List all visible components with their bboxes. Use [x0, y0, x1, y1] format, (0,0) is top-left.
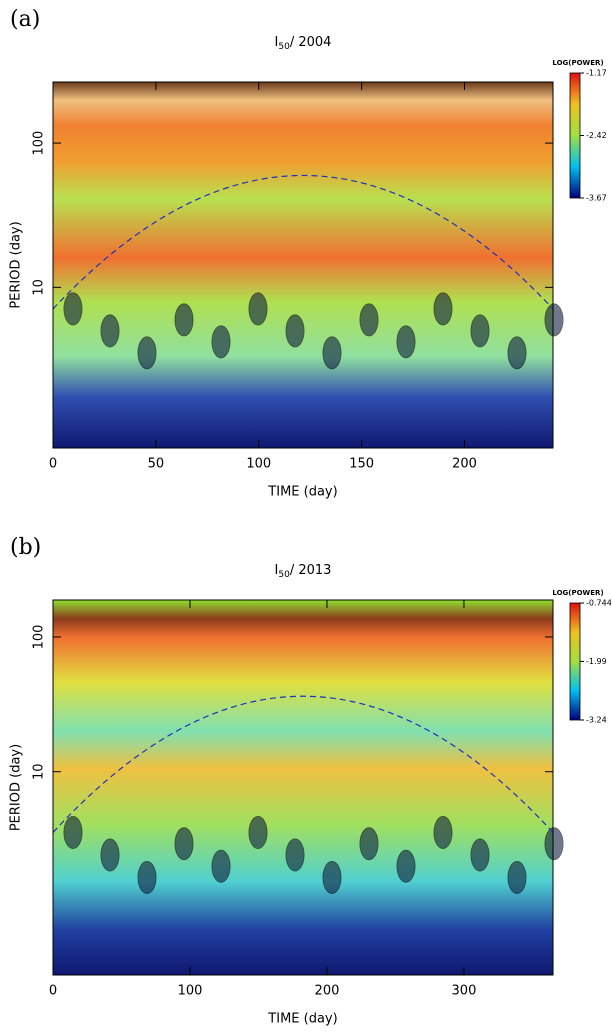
x-tick-label: 200 [452, 457, 477, 472]
heatmap [53, 82, 553, 448]
contour [359, 827, 379, 861]
title-subscript: 50 [278, 42, 290, 52]
contour [211, 849, 231, 883]
y-tick-label: 100 [32, 625, 47, 650]
contour [359, 303, 379, 337]
contour [174, 303, 194, 337]
y-tick-label: 10 [32, 763, 47, 780]
contour [248, 292, 268, 326]
contour [396, 325, 416, 359]
x-tick-label: 50 [148, 457, 165, 472]
x-axis-label: TIME (day) [267, 1012, 337, 1027]
y-axis-label: PERIOD (day) [9, 221, 24, 308]
contour [507, 336, 527, 370]
x-axis-label: TIME (day) [267, 485, 337, 500]
contour [248, 816, 268, 849]
y-tick-label: 10 [32, 279, 47, 296]
plot-frame [52, 599, 554, 976]
x-tick-label: 200 [315, 984, 340, 999]
x-tick-label: 100 [246, 457, 271, 472]
y-tick-label: 100 [32, 131, 47, 156]
title-main: I [275, 35, 279, 50]
chart-title: I50/ 2013 [275, 563, 332, 580]
colorbar [569, 72, 581, 199]
x-tick-label: 0 [49, 984, 57, 999]
contour [322, 861, 342, 894]
colorbar-tick-label: -2.42 [586, 131, 607, 140]
contour [322, 336, 342, 370]
colorbar-tick-label: -3.24 [586, 716, 607, 725]
contour [100, 838, 120, 872]
contour [396, 849, 416, 883]
contour [433, 292, 453, 326]
colorbar-tick-label: -1.99 [586, 657, 607, 666]
contour [507, 861, 527, 894]
colorbar-title: LOG(POWER) [552, 589, 603, 597]
x-tick-label: 0 [49, 457, 57, 472]
x-tick-label: 150 [349, 457, 374, 472]
title-rest: / 2013 [290, 563, 332, 578]
y-axis-label: PERIOD (day) [9, 744, 24, 831]
plot-frame [52, 81, 554, 449]
colorbar-tick-label: -3.67 [586, 194, 607, 203]
x-tick-label: 100 [178, 984, 203, 999]
title-main: I [275, 563, 279, 578]
colorbar [569, 602, 581, 721]
contour [470, 838, 490, 872]
contour [285, 838, 305, 872]
colorbar-tick-label: -1.17 [586, 69, 607, 78]
contour [544, 303, 564, 337]
contour [63, 292, 83, 326]
contour [211, 325, 231, 359]
contour [174, 827, 194, 861]
heatmap [53, 600, 553, 975]
title-rest: / 2004 [290, 35, 332, 50]
contour [63, 816, 83, 849]
colorbar-title: LOG(POWER) [552, 59, 603, 67]
contour [470, 314, 490, 348]
contour [100, 314, 120, 348]
contour [544, 827, 564, 861]
contour [137, 336, 157, 370]
colorbar-tick-label: -0.744 [586, 599, 612, 608]
x-tick-label: 300 [452, 984, 477, 999]
cone-of-influence [52, 174, 554, 310]
chart-title: I50/ 2004 [275, 35, 332, 52]
contour [137, 861, 157, 894]
panel-label: (a) [10, 7, 40, 32]
contour [285, 314, 305, 348]
contour [433, 816, 453, 849]
title-subscript: 50 [278, 570, 290, 580]
cone-of-influence [52, 695, 554, 833]
panel-label: (b) [10, 535, 41, 560]
